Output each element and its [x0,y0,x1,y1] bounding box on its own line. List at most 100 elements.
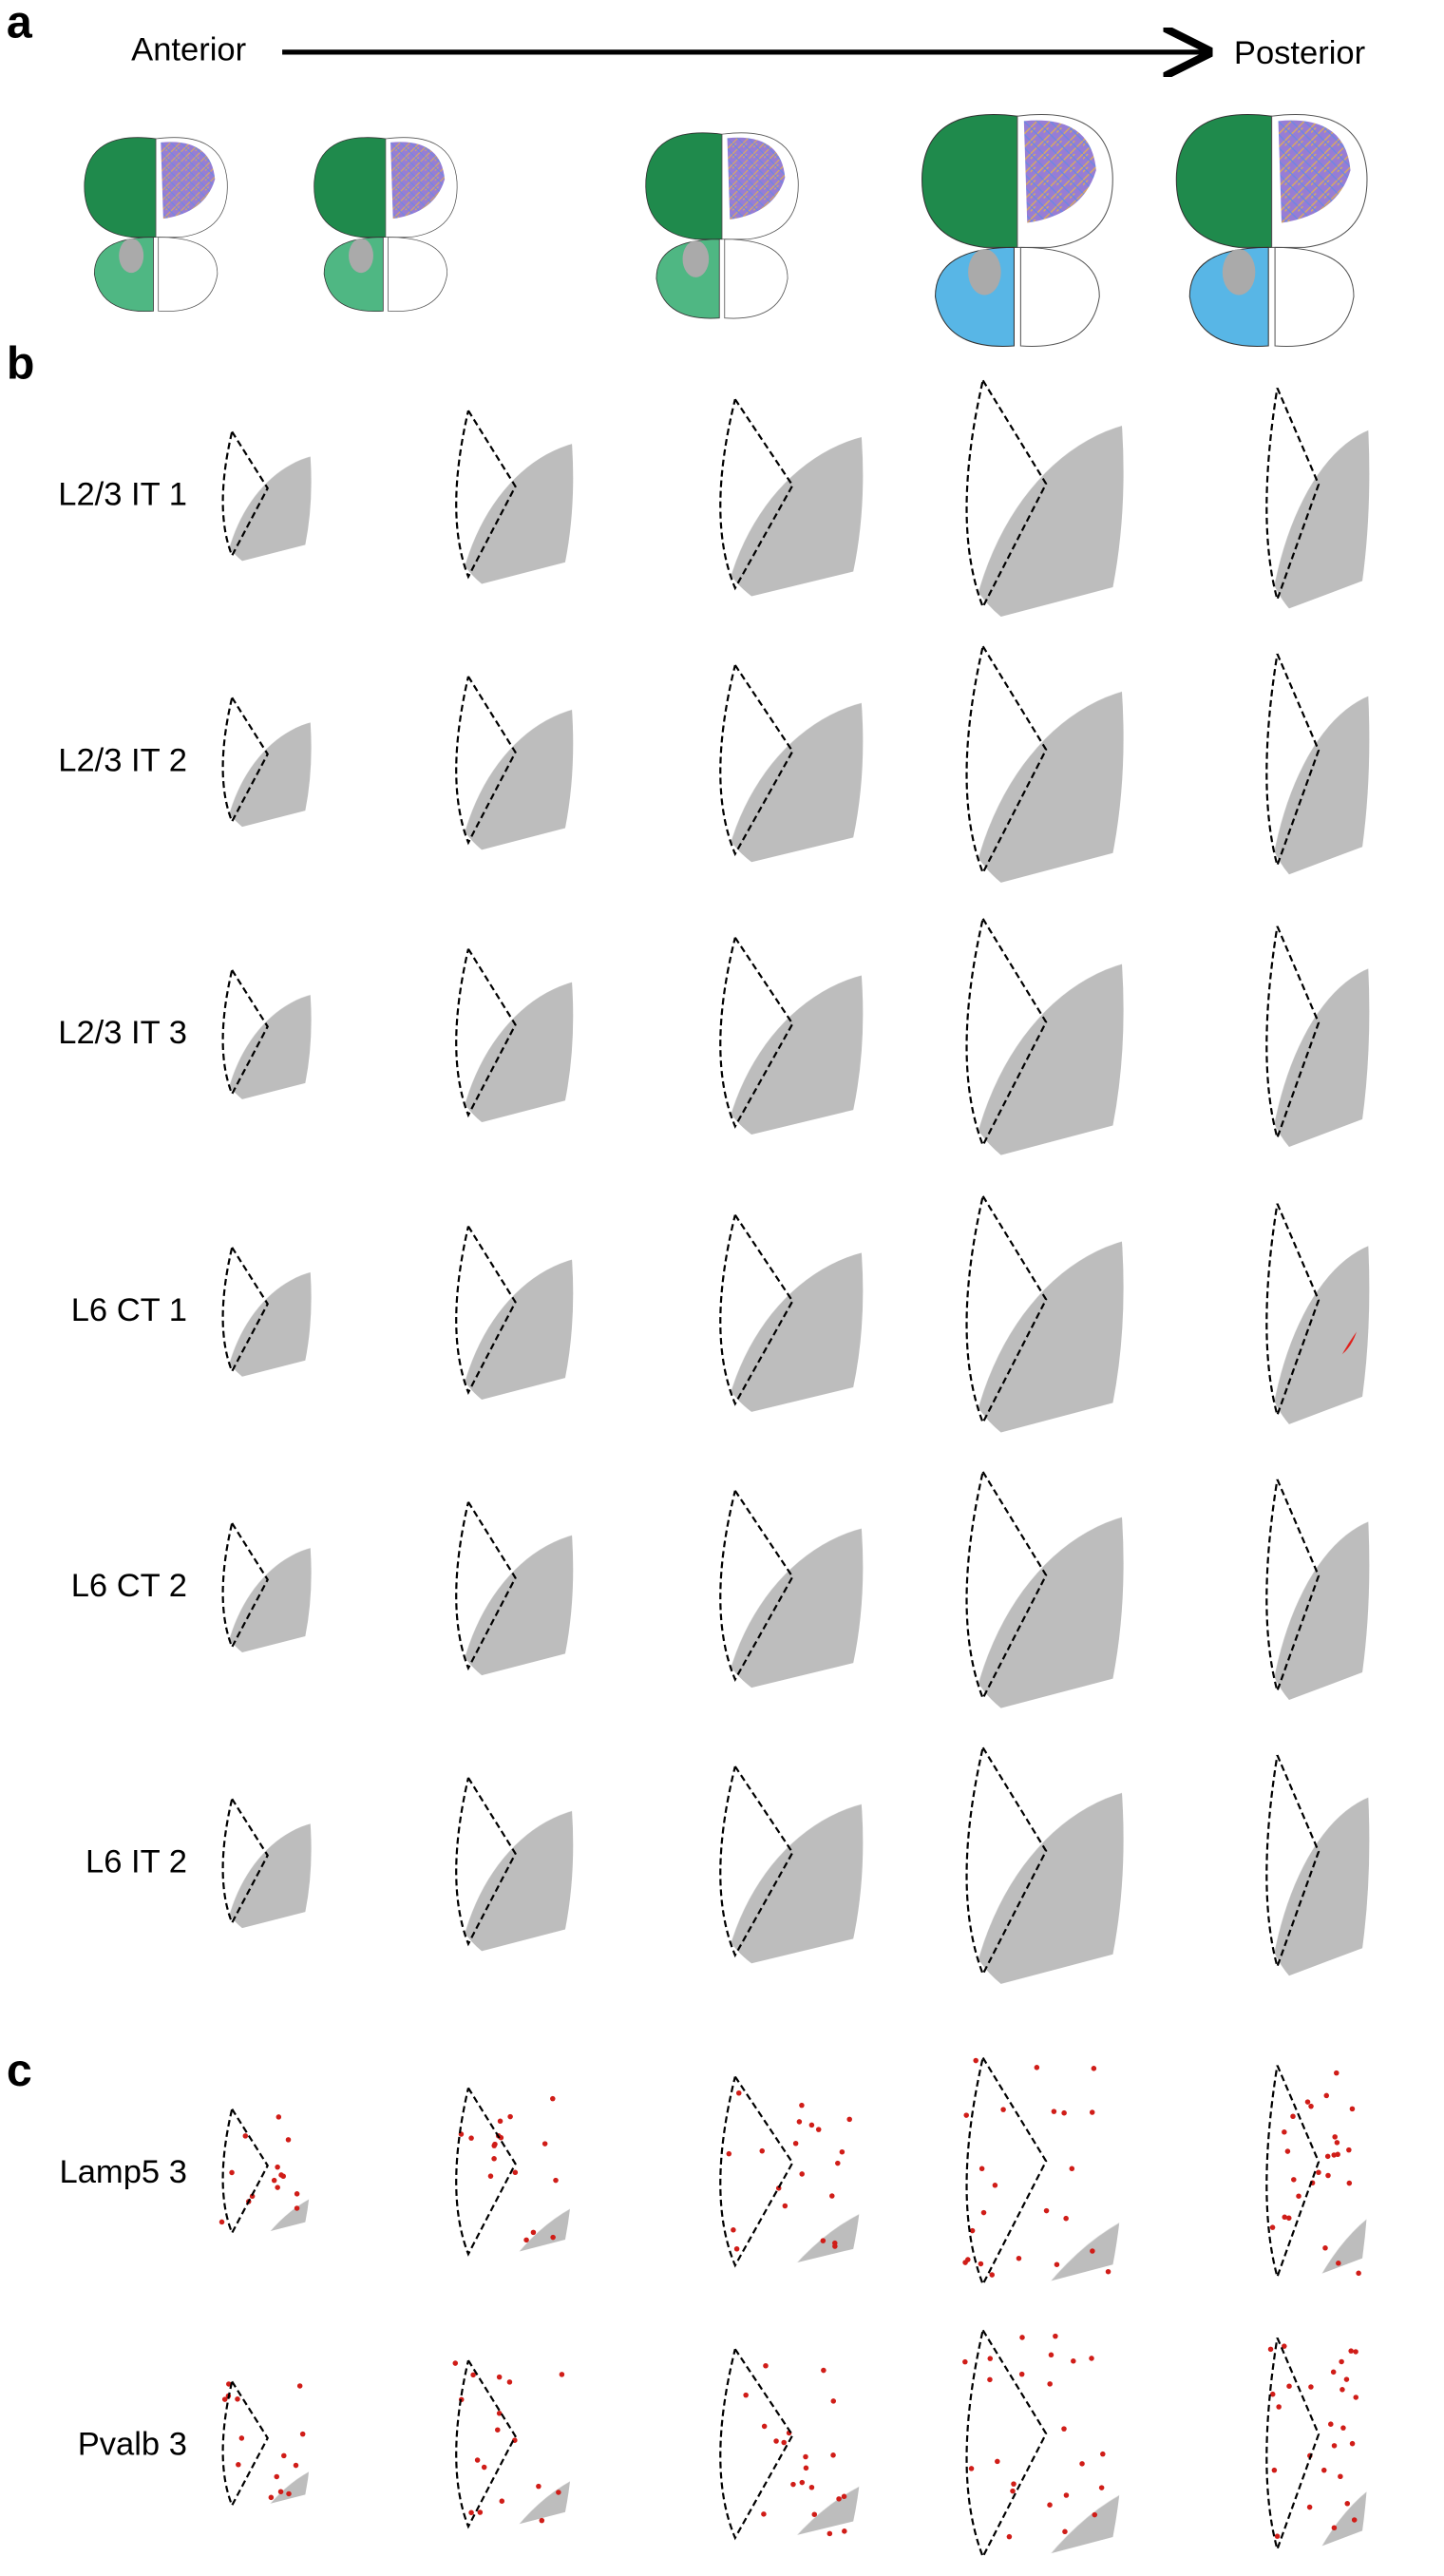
labeled-cell [987,2356,994,2361]
labeled-cell [1282,2343,1287,2349]
region-outline [720,1215,792,1404]
projection-overlay [1278,120,1351,223]
labeled-cell [836,2496,842,2502]
region-outline [967,2058,1047,2284]
labeled-cell [1353,2349,1358,2355]
slice [708,1758,863,1963]
labeled-cell [815,2127,822,2132]
slice-cells [446,2080,574,2261]
labeled-cell [491,2156,497,2162]
slice [953,1186,1123,1432]
axis-start-label: Anterior [131,32,246,68]
labeled-cell [821,2367,826,2374]
slice [216,1242,312,1377]
region-outline [456,1227,515,1393]
slice [708,929,863,1135]
labeled-cell [275,2164,280,2170]
labeled-cell [1011,2481,1016,2487]
labeled-cell [1286,2383,1292,2389]
region-outline [1266,2066,1319,2277]
labeled-cell [1019,2335,1025,2340]
labeled-cell [1336,2261,1341,2266]
labeled-cell [1105,2268,1112,2275]
region-outline [967,1747,1047,1974]
labeled-cell [1324,2153,1331,2160]
labeled-cell [499,2498,505,2504]
labeled-cell [293,2462,299,2469]
slice-cells [953,2319,1124,2567]
labeled-cell [474,2457,481,2463]
lower-right [1274,246,1355,347]
labeled-cells [214,424,307,561]
region-outline [1266,1755,1319,1966]
labeled-cell [281,2452,287,2459]
labeled-cell [796,2119,803,2125]
labeled-cell [799,2102,805,2109]
labeled-cell [826,2530,833,2537]
slice [216,427,312,562]
ventricle [119,238,144,274]
slice [953,637,1123,883]
slice [1258,1746,1369,1975]
labeled-cell [1320,2467,1327,2473]
labeled-cells [503,1286,547,1333]
labeled-cell [1338,2473,1343,2480]
region-outline [1266,926,1319,1137]
labeled-cell [1340,2425,1346,2431]
labeled-cell [1271,2467,1278,2473]
labeled-cell [820,2238,826,2243]
labeled-cell [452,2360,459,2366]
labeled-cell [1323,2092,1330,2099]
labeled-cell [969,2227,976,2234]
labeled-cell [1349,2106,1356,2112]
slice-cells [1258,1470,1370,1701]
labeled-cell [1284,2148,1291,2154]
projection-overlay [727,137,786,220]
labeled-cell [1051,2109,1057,2114]
labeled-cell [1061,2109,1067,2116]
labeled-cell [1071,2358,1076,2364]
labeled-cell [1308,2103,1314,2109]
labeled-cells [214,962,307,1099]
slice [708,2341,863,2547]
labeled-cell [229,2169,235,2176]
slice-cells [708,657,864,863]
region-outline [967,919,1047,1145]
slice [953,371,1123,617]
row-label: L2/3 IT 1 [58,477,187,513]
slice [1258,1470,1369,1705]
labeled-cell [782,2203,788,2209]
left-hemisphere [645,132,723,240]
labeled-cell [978,2261,984,2267]
slice [953,2048,1123,2294]
slice-cells [446,1495,574,1676]
labeled-cell [1334,2070,1340,2076]
slice [708,1207,863,1412]
ventricle [968,249,1001,296]
labeled-cell [761,2511,767,2517]
region-outline [1266,388,1319,599]
region-outline [456,1778,515,1944]
ventricle [1222,249,1256,296]
slice-cells [215,692,312,828]
slice [216,1794,312,1929]
labeled-cell [1267,2346,1274,2353]
labeled-cell [1274,2533,1281,2539]
left-hemisphere [314,137,387,239]
labeled-cell [1348,2348,1354,2354]
labeled-cell [512,2169,519,2176]
labeled-cell [992,2183,998,2188]
labeled-cell [1269,2391,1276,2397]
labeled-cell [733,2245,740,2252]
slice [953,909,1123,1155]
slice-cells [215,1517,312,1652]
labeled-cell [1069,2166,1075,2172]
labeled-cell [507,2113,513,2120]
labeled-cell [803,2465,809,2471]
slice-cells [215,426,312,562]
slice [446,942,574,1122]
labeled-cell [497,2118,504,2125]
labeled-cell [236,2462,241,2468]
slice-cells [708,2068,864,2274]
region-outline [456,410,515,577]
